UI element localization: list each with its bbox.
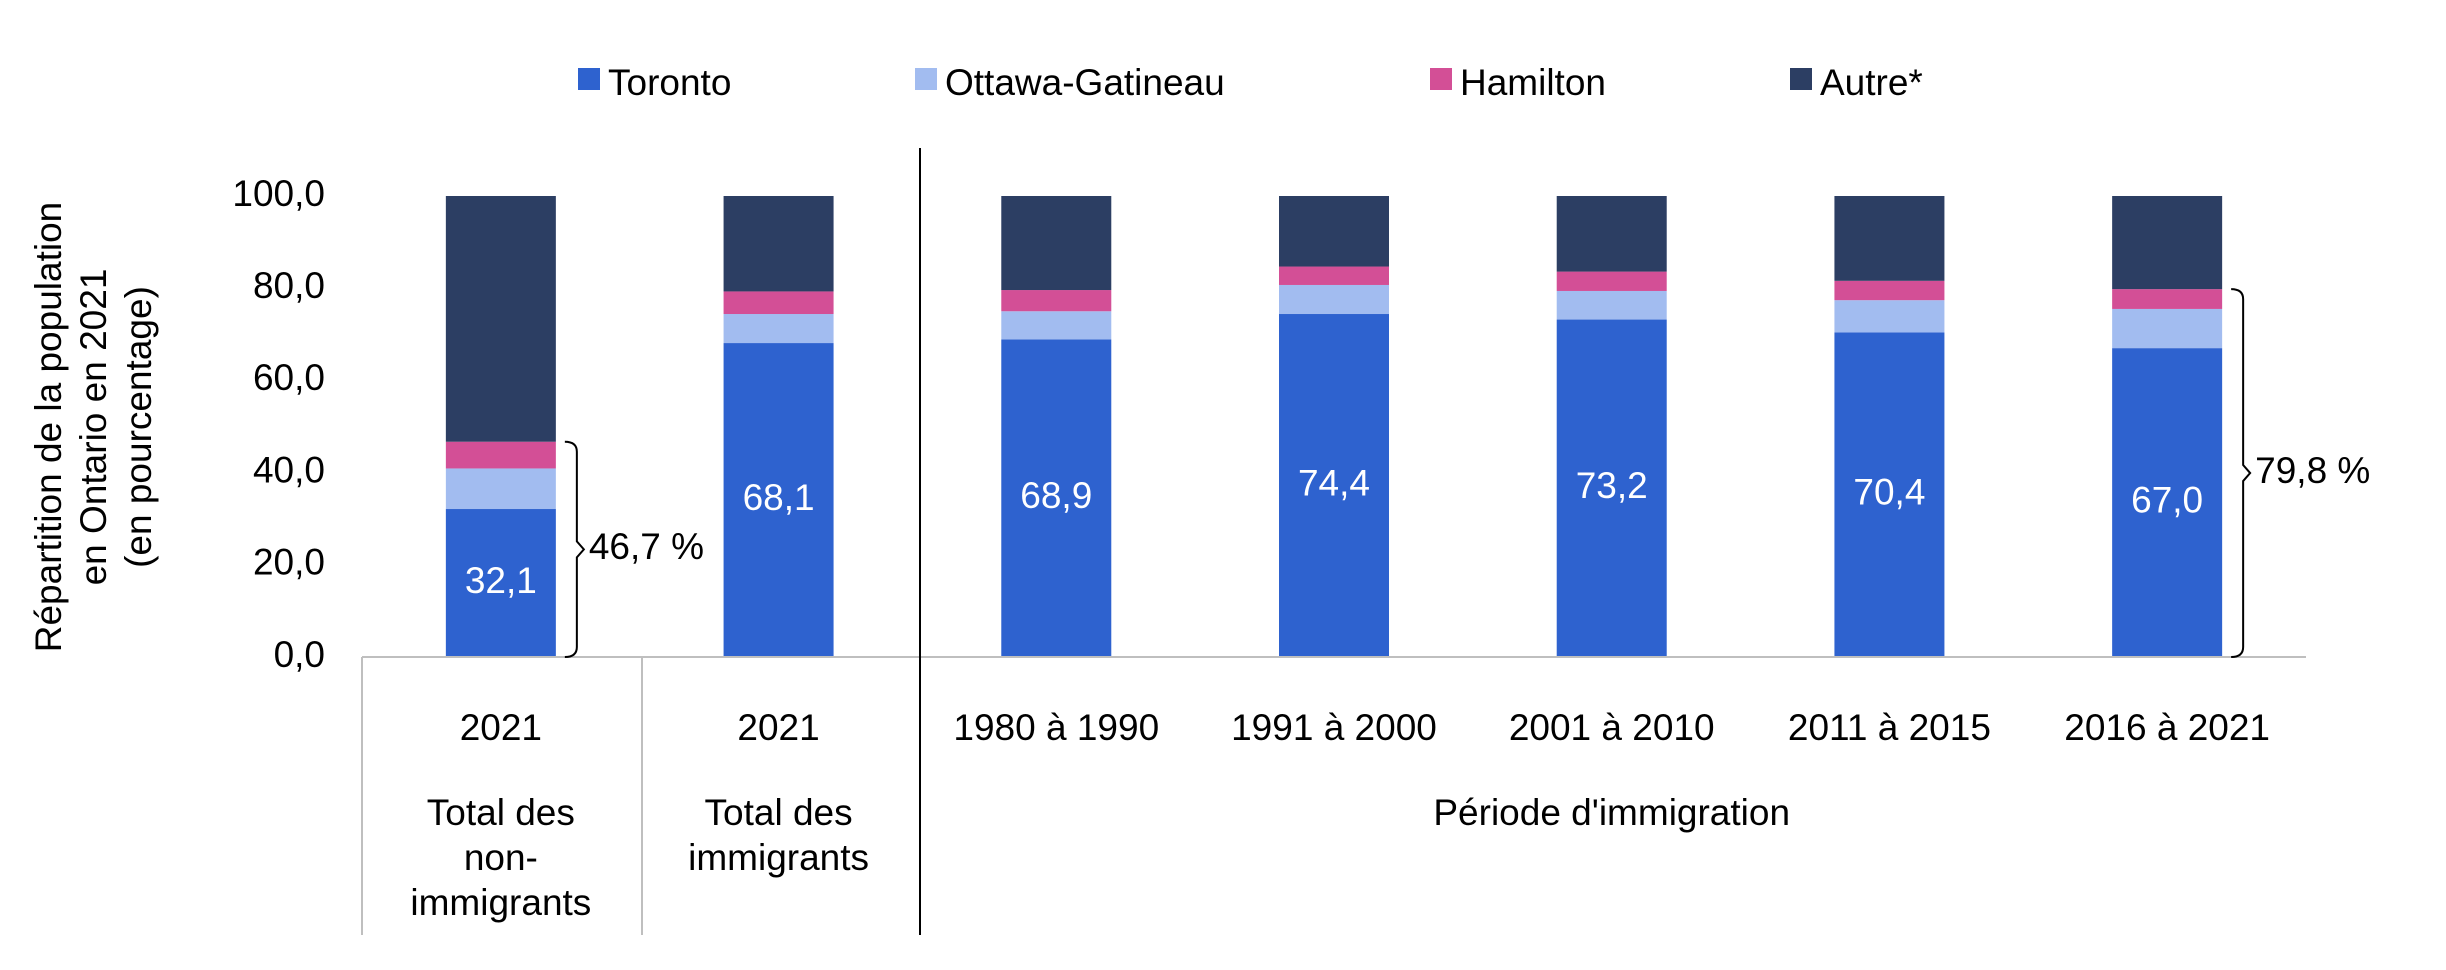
x-tick-label: 2001 à 2010 [1509,707,1715,748]
bar-segment-ottawa-gatineau [2112,308,2223,349]
bar-segment-autre- [445,196,556,442]
bar-segment-toronto [2112,348,2223,657]
bracket-annotations: 46,7 % 79,8 % [564,288,2370,658]
bar-segment-ottawa-gatineau [723,314,834,344]
bar-segment-hamilton [1001,290,1112,312]
legend-label: Hamilton [1460,62,1606,103]
legend-label: Autre* [1820,62,1923,103]
bracket-label: 46,7 % [589,526,704,567]
legend-label: Toronto [608,62,731,103]
bar-segment-autre- [2112,196,2223,290]
y-tick-label: 0,0 [274,634,325,675]
bar-segment-hamilton [2112,289,2223,309]
bar-segment-toronto [1556,319,1667,657]
bar-segment-ottawa-gatineau [1556,290,1667,320]
legend-label: Ottawa-Gatineau [945,62,1225,103]
bar-segment-ottawa-gatineau [1001,311,1112,340]
x-tick-label: 1991 à 2000 [1231,707,1437,748]
y-tick-label: 60,0 [253,357,325,398]
group-label-line: Total des [427,792,575,833]
bar-segment-toronto [1279,314,1389,657]
data-label: 67,0 [2131,479,2203,520]
data-label: 32,1 [465,560,537,601]
y-axis-label-line: en Ontario en 2021 [73,269,114,586]
bar-segment-hamilton [1556,271,1667,291]
x-tick-label: 1980 à 1990 [953,707,1159,748]
data-label: 74,4 [1298,462,1370,503]
legend-swatch [1790,68,1812,90]
group-label-line: immigrants [688,837,869,878]
group-label-line: immigrants [410,882,591,923]
data-label: 68,9 [1020,475,1092,516]
legend-swatch [1430,68,1452,90]
bar-segment-toronto [1834,332,1945,657]
data-label: 73,2 [1576,465,1648,506]
group-label-line: Total des [705,792,853,833]
chart-legend: Toronto Ottawa-Gatineau Hamilton Autre* [578,62,1923,103]
y-axis-label-line: Répartition de la population [28,202,69,653]
bracket [2231,288,2252,658]
y-axis-label: Répartition de la population en Ontario e… [28,202,159,653]
legend-swatch [915,68,937,90]
bar-segment-toronto [445,509,556,657]
group-label: Période d'immigration [1433,792,1790,833]
bar-segment-ottawa-gatineau [1834,300,1945,333]
y-axis-title: Répartition de la population en Ontario e… [28,202,159,653]
bar-segment-autre- [723,196,834,292]
bar-segment-hamilton [1279,266,1389,285]
y-tick-label: 100,0 [232,173,325,214]
bar-segment-hamilton [1834,280,1945,301]
group-label-line: non- [464,837,538,878]
group-label: Total des immigrants [688,792,869,878]
y-tick-label: 20,0 [253,542,325,583]
y-tick-label: 80,0 [253,265,325,306]
x-tick-label: 2021 [460,707,542,748]
x-tick-label: 2021 [737,707,819,748]
x-tick-label: 2016 à 2021 [2064,707,2270,748]
bracket [564,440,586,658]
bar-segment-ottawa-gatineau [445,468,556,510]
bar-segment-autre- [1279,196,1389,267]
bars: 32,1 68,1 68,9 74,4 73,2 70,4 67,0 [445,196,2223,657]
bar-segment-toronto [723,343,834,657]
bar-segment-autre- [1556,196,1667,272]
axis-frame [361,148,2306,935]
y-axis-label-line: (en pourcentage) [118,286,159,568]
y-axis-ticks: 0,0 20,0 40,0 60,0 80,0 100,0 [232,173,325,675]
y-tick-label: 40,0 [253,449,325,490]
x-tick-label: 2011 à 2015 [1788,707,1991,748]
bar-segment-hamilton [445,441,556,469]
bar-segment-autre- [1834,196,1945,281]
data-label: 68,1 [743,477,815,518]
legend-swatch [578,68,600,90]
data-label: 70,4 [1853,472,1925,513]
bar-segment-hamilton [723,291,834,315]
group-label: Total des non-immigrants [410,792,591,923]
bracket-label: 79,8 % [2255,450,2370,491]
category-labels: 2021 2021 1980 à 1990 1991 à 2000 2001 à 201… [460,707,2270,748]
bar-segment-toronto [1001,339,1112,657]
bar-segment-autre- [1001,196,1112,291]
bar-segment-ottawa-gatineau [1279,284,1389,315]
group-label-line: Période d'immigration [1433,792,1790,833]
